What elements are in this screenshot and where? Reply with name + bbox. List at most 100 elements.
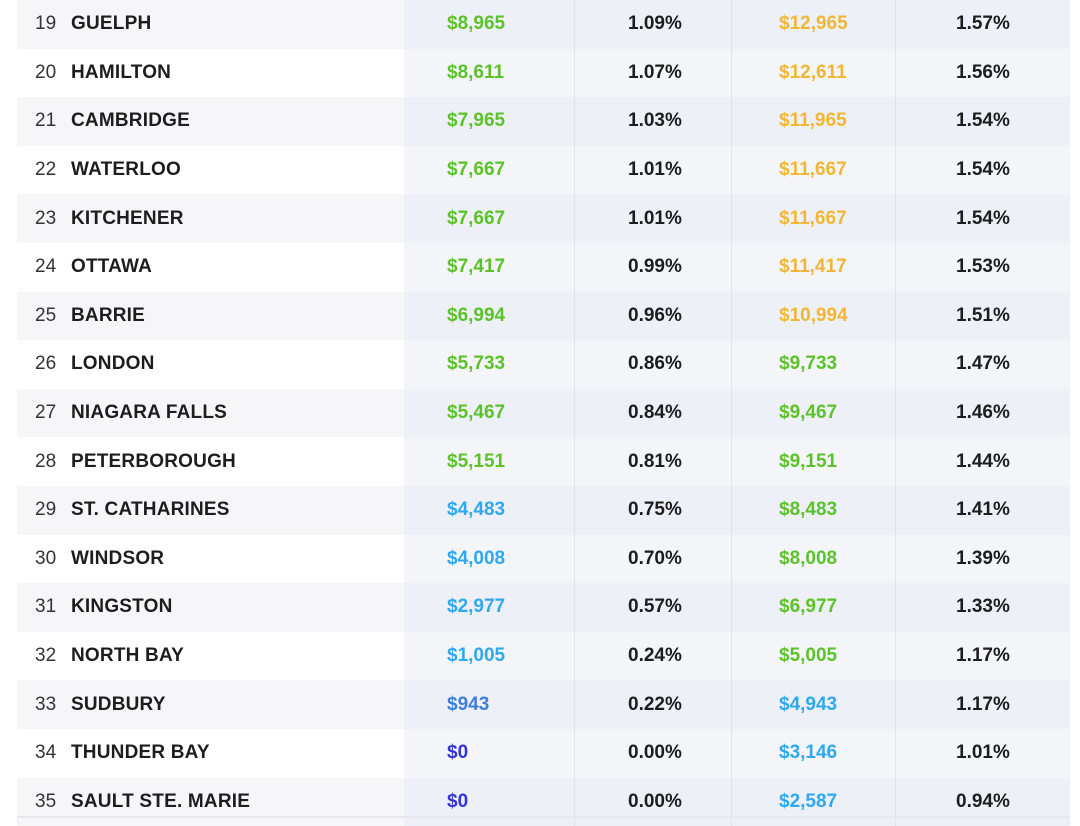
value-2: $3,146 (779, 742, 837, 764)
value-2-cell: $6,977 (731, 583, 895, 632)
percent-2: 1.57% (956, 13, 1010, 35)
percent-1-cell: 0.99% (574, 243, 731, 292)
percent-1: 0.99% (628, 256, 682, 278)
values-band: $4,008 0.70% $8,008 1.39% (404, 535, 1070, 584)
table-row: 23 KITCHENER $7,667 1.01% $11,667 1.54% (17, 194, 1070, 243)
city-name: GUELPH (71, 13, 151, 35)
values-band: $943 0.22% $4,943 1.17% (404, 680, 1070, 729)
value-2: $5,005 (779, 645, 837, 667)
value-2: $2,587 (779, 791, 837, 813)
percent-2: 1.53% (956, 256, 1010, 278)
values-band: $6,994 0.96% $10,994 1.51% (404, 292, 1070, 341)
value-1-cell: $4,008 (404, 535, 574, 584)
value-2: $8,483 (779, 499, 837, 521)
percent-2-cell: 1.56% (895, 49, 1070, 98)
value-2-cell: $2,587 (731, 778, 895, 826)
percent-1: 1.01% (628, 208, 682, 230)
value-2-cell: $12,611 (731, 49, 895, 98)
city-name: PETERBOROUGH (71, 451, 236, 473)
rank-number: 34 (35, 742, 71, 764)
percent-2-cell: 1.54% (895, 97, 1070, 146)
value-1-cell: $4,483 (404, 486, 574, 535)
percent-1-cell: 0.84% (574, 389, 731, 438)
percent-2: 1.54% (956, 208, 1010, 230)
city-cell: 26 LONDON (17, 340, 404, 389)
rank-number: 32 (35, 645, 71, 667)
city-name: SUDBURY (71, 694, 166, 716)
rank-number: 35 (35, 791, 71, 813)
percent-2: 1.46% (956, 402, 1010, 424)
percent-2-cell: 1.47% (895, 340, 1070, 389)
percent-2: 1.17% (956, 645, 1010, 667)
percent-1-cell: 1.07% (574, 49, 731, 98)
percent-1: 0.00% (628, 742, 682, 764)
city-cell: 31 KINGSTON (17, 583, 404, 632)
percent-1: 0.24% (628, 645, 682, 667)
value-2-cell: $11,667 (731, 146, 895, 195)
rank-number: 23 (35, 208, 71, 230)
table-row: 30 WINDSOR $4,008 0.70% $8,008 1.39% (17, 535, 1070, 584)
percent-2: 1.54% (956, 159, 1010, 181)
values-band: $5,467 0.84% $9,467 1.46% (404, 389, 1070, 438)
percent-2: 1.47% (956, 353, 1010, 375)
value-2: $10,994 (779, 305, 848, 327)
value-1: $8,611 (447, 62, 504, 84)
percent-1-cell: 0.75% (574, 486, 731, 535)
city-cell: 28 PETERBOROUGH (17, 437, 404, 486)
table-row: 19 GUELPH $8,965 1.09% $12,965 1.57% (17, 0, 1070, 49)
percent-1-cell: 0.24% (574, 632, 731, 681)
values-band: $7,667 1.01% $11,667 1.54% (404, 146, 1070, 195)
value-1-cell: $6,994 (404, 292, 574, 341)
value-1: $943 (447, 694, 489, 716)
value-1-cell: $1,005 (404, 632, 574, 681)
rank-number: 29 (35, 499, 71, 521)
percent-1-cell: 0.57% (574, 583, 731, 632)
percent-1-cell: 1.01% (574, 194, 731, 243)
percent-1-cell: 0.00% (574, 778, 731, 826)
value-2: $11,965 (779, 110, 847, 132)
percent-1-cell: 0.70% (574, 535, 731, 584)
percent-1: 1.03% (628, 110, 682, 132)
value-2-cell: $12,965 (731, 0, 895, 49)
value-2-cell: $11,667 (731, 194, 895, 243)
values-band: $0 0.00% $2,587 0.94% (404, 778, 1070, 826)
value-2: $11,667 (779, 208, 847, 230)
table-row: 28 PETERBOROUGH $5,151 0.81% $9,151 1.44… (17, 437, 1070, 486)
value-2-cell: $10,994 (731, 292, 895, 341)
percent-1: 0.96% (628, 305, 682, 327)
percent-2: 1.56% (956, 62, 1010, 84)
values-band: $8,965 1.09% $12,965 1.57% (404, 0, 1070, 49)
percent-2-cell: 1.17% (895, 680, 1070, 729)
value-2-cell: $4,943 (731, 680, 895, 729)
value-1-cell: $5,467 (404, 389, 574, 438)
value-2: $4,943 (779, 694, 837, 716)
value-2: $11,417 (779, 256, 847, 278)
city-cell: 29 ST. CATHARINES (17, 486, 404, 535)
value-1: $7,965 (447, 110, 505, 132)
rank-number: 30 (35, 548, 71, 570)
value-2: $12,611 (779, 62, 847, 84)
value-1-cell: $7,965 (404, 97, 574, 146)
value-1-cell: $2,977 (404, 583, 574, 632)
city-cell: 20 HAMILTON (17, 49, 404, 98)
percent-2-cell: 1.53% (895, 243, 1070, 292)
city-name: KINGSTON (71, 596, 173, 618)
value-1-cell: $0 (404, 729, 574, 778)
city-cell: 21 CAMBRIDGE (17, 97, 404, 146)
value-2-cell: $3,146 (731, 729, 895, 778)
table-row: 22 WATERLOO $7,667 1.01% $11,667 1.54% (17, 146, 1070, 195)
city-name: HAMILTON (71, 62, 171, 84)
values-band: $2,977 0.57% $6,977 1.33% (404, 583, 1070, 632)
value-2-cell: $9,467 (731, 389, 895, 438)
city-cell: 19 GUELPH (17, 0, 404, 49)
city-cell: 27 NIAGARA FALLS (17, 389, 404, 438)
city-cell: 24 OTTAWA (17, 243, 404, 292)
percent-1-cell: 0.81% (574, 437, 731, 486)
value-1: $0 (447, 742, 468, 764)
table-row: 26 LONDON $5,733 0.86% $9,733 1.47% (17, 340, 1070, 389)
rank-number: 26 (35, 353, 71, 375)
percent-2: 1.01% (956, 742, 1010, 764)
percent-2-cell: 1.01% (895, 729, 1070, 778)
city-cell: 35 SAULT STE. MARIE (17, 778, 404, 826)
table-row: 32 NORTH BAY $1,005 0.24% $5,005 1.17% (17, 632, 1070, 681)
